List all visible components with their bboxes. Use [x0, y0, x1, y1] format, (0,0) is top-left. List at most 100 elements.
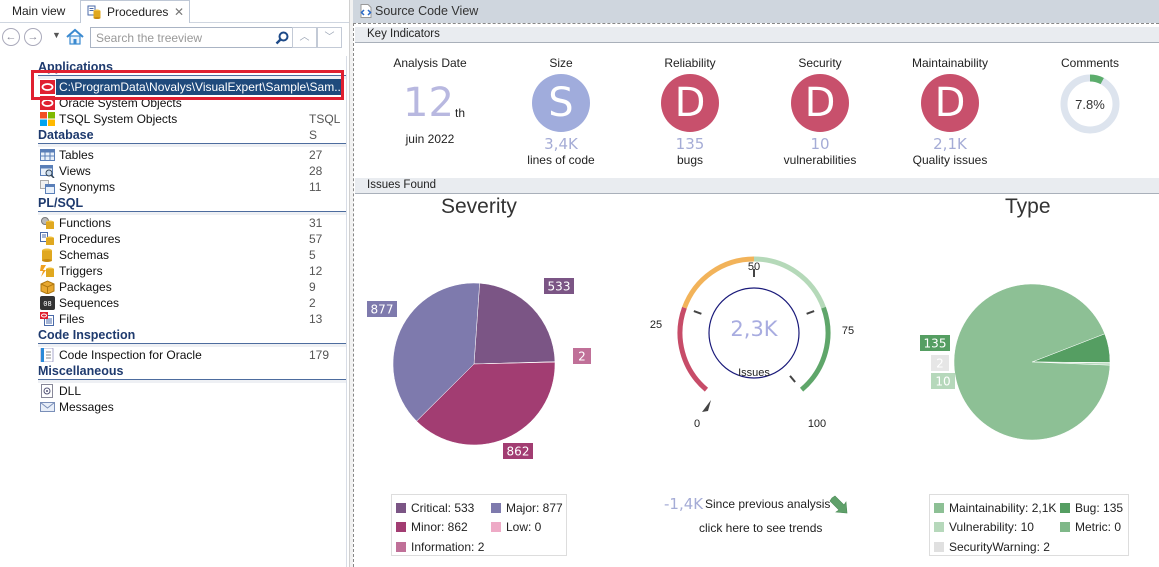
tree-item-oracle-system-objects[interactable]: Oracle System Objects [40, 95, 345, 111]
tree-toolbar: ← → ▼ ︿ ﹀ [0, 26, 349, 50]
tree-item-code-inspection-oracle[interactable]: Code Inspection for Oracle 179 [40, 347, 345, 363]
gauge-tick-label: 100 [808, 418, 826, 430]
tree-item-views[interactable]: Views 28 [40, 163, 345, 179]
trend-text: Since previous analysis [705, 497, 831, 511]
tree-item-count: 11 [309, 180, 322, 194]
pie-label-text: 877 [371, 303, 394, 317]
kpi-value: 2,1K [933, 135, 967, 153]
tree-item-tables[interactable]: Tables 27 [40, 147, 345, 163]
tree-item-count: 13 [309, 312, 323, 326]
tree-item-messages[interactable]: Messages [40, 399, 345, 415]
kpi-size[interactable]: Size S 3,4K lines of code [491, 56, 631, 167]
forward-button[interactable]: → [24, 28, 42, 46]
tree-item-count: 5 [309, 248, 316, 262]
kpi-reliability[interactable]: Reliability D 135 bugs [620, 56, 760, 167]
comments-value: 7.8% [1075, 97, 1105, 112]
security-grade-badge: D [791, 74, 849, 132]
view-title: Source Code View [375, 4, 479, 18]
pie-slice-maintainability[interactable] [953, 283, 1111, 441]
tree-item-procedures[interactable]: Procedures 57 [40, 231, 345, 247]
kpi-value: 135 [675, 135, 705, 153]
pie-label-box [573, 348, 591, 364]
kpi-comments[interactable]: Comments 7.8% [1020, 56, 1159, 136]
search-previous-button[interactable]: ︿ [292, 27, 317, 48]
pie-label-information: 2 [573, 348, 591, 364]
legend-label: Critical: 533 [411, 501, 475, 515]
tree-item-schemas[interactable]: Schemas 5 [40, 247, 345, 263]
size-grade-badge: S [532, 74, 590, 132]
kpi-title: Security [798, 56, 842, 70]
pie-label-box [544, 278, 574, 294]
tree-item-sample-application[interactable]: C:\ProgramData\Novalys\VisualExpert\Samp… [40, 79, 345, 95]
history-dropdown-icon[interactable]: ▼ [52, 30, 61, 40]
kpi-title: Size [549, 56, 573, 70]
tree-item-files[interactable]: Files 13 [40, 311, 345, 327]
see-trends-link[interactable]: click here to see trends [699, 521, 823, 535]
pie-label-critical: 533 [544, 278, 574, 294]
tree-item-dll[interactable]: DLL [40, 383, 345, 399]
tree-item-tsql-system-objects[interactable]: TSQL System Objects TSQL S [40, 111, 345, 142]
legend-label: Low: 0 [506, 520, 542, 534]
tree-item-triggers[interactable]: Triggers 12 [40, 263, 345, 279]
pie-slice-major[interactable] [392, 282, 480, 422]
search-input[interactable] [91, 28, 271, 47]
tree-item-count: 28 [309, 164, 323, 178]
issues-found-title: Issues Found [367, 179, 437, 191]
issues-gauge: 2,3K Issues 0 25 50 75 100 [650, 256, 854, 430]
type-pie-chart: 1352102,1K [920, 283, 1111, 441]
issues-found-header: Issues Found [355, 178, 1159, 194]
pie-label-vulnerability: 10 [931, 373, 955, 389]
section-plsql: PL/SQL [38, 195, 347, 215]
tree-item-label: DLL [59, 384, 82, 398]
tree-item-count: 31 [309, 216, 323, 230]
gauge-center-ring [708, 287, 800, 379]
tree-item-sequences[interactable]: 08 Sequences 2 [40, 295, 345, 311]
maintainability-grade-badge: D [921, 74, 979, 132]
search-icon[interactable] [274, 30, 290, 46]
comments-ring: 7.8% [1060, 74, 1120, 134]
legend-label: Vulnerability: 10 [949, 520, 1034, 534]
tree-item-packages[interactable]: Packages 9 [40, 279, 345, 295]
tab-procedures[interactable]: Procedures ✕ [80, 0, 190, 23]
tree-item-count: 57 [309, 232, 323, 246]
tree-item-synonyms[interactable]: Synonyms 11 [40, 179, 345, 195]
tree-item-label: Oracle System Objects [59, 96, 182, 110]
gauge-value: 2,3K [730, 317, 778, 341]
tree-item-label: Files [59, 312, 85, 326]
kpi-title: Maintainability [911, 56, 989, 70]
kpi-title: Analysis Date [393, 56, 467, 70]
kpi-security[interactable]: Security D 10 vulnerabilities [750, 56, 890, 167]
kpi-maintainability[interactable]: Maintainability D 2,1K Quality issues [880, 56, 1020, 167]
section-database: Database [38, 127, 347, 147]
panel-splitter[interactable] [349, 0, 353, 567]
kpi-value: 3,4K [544, 135, 578, 153]
dll-icon [41, 384, 53, 398]
package-icon [40, 280, 55, 294]
pie-label-text: 10 [935, 375, 950, 389]
gauge-segment-excellent [799, 306, 831, 392]
pie-label-box [367, 301, 397, 317]
function-icon [41, 217, 54, 229]
trigger-icon [40, 265, 54, 277]
pie-slice-critical[interactable] [473, 282, 556, 365]
legend-label: Major: 877 [506, 501, 563, 515]
tree-item-label: Schemas [59, 248, 110, 262]
home-icon[interactable] [65, 27, 85, 47]
back-button[interactable]: ← [2, 28, 20, 46]
procedure-icon [87, 5, 101, 19]
severity-pie-chart: 533 2 862 877 [367, 278, 591, 459]
close-icon[interactable]: ✕ [174, 5, 185, 19]
tab-main-view[interactable]: Main view [12, 4, 66, 18]
search-box [90, 27, 293, 48]
tree-item-label: Messages [59, 400, 114, 414]
search-next-button[interactable]: ﹀ [317, 27, 342, 48]
oracle-icon [40, 96, 55, 110]
tab-procedures-label: Procedures [107, 5, 169, 19]
pie-label-text: 533 [548, 280, 571, 294]
kpi-title: Reliability [664, 56, 716, 70]
tree-item-count: 27 [309, 148, 323, 162]
pie-slice-minor[interactable] [416, 361, 556, 446]
tree-item-functions[interactable]: Functions 31 [40, 215, 345, 231]
section-applications: Applications [38, 59, 347, 79]
legend-label: Minor: 862 [411, 520, 468, 534]
